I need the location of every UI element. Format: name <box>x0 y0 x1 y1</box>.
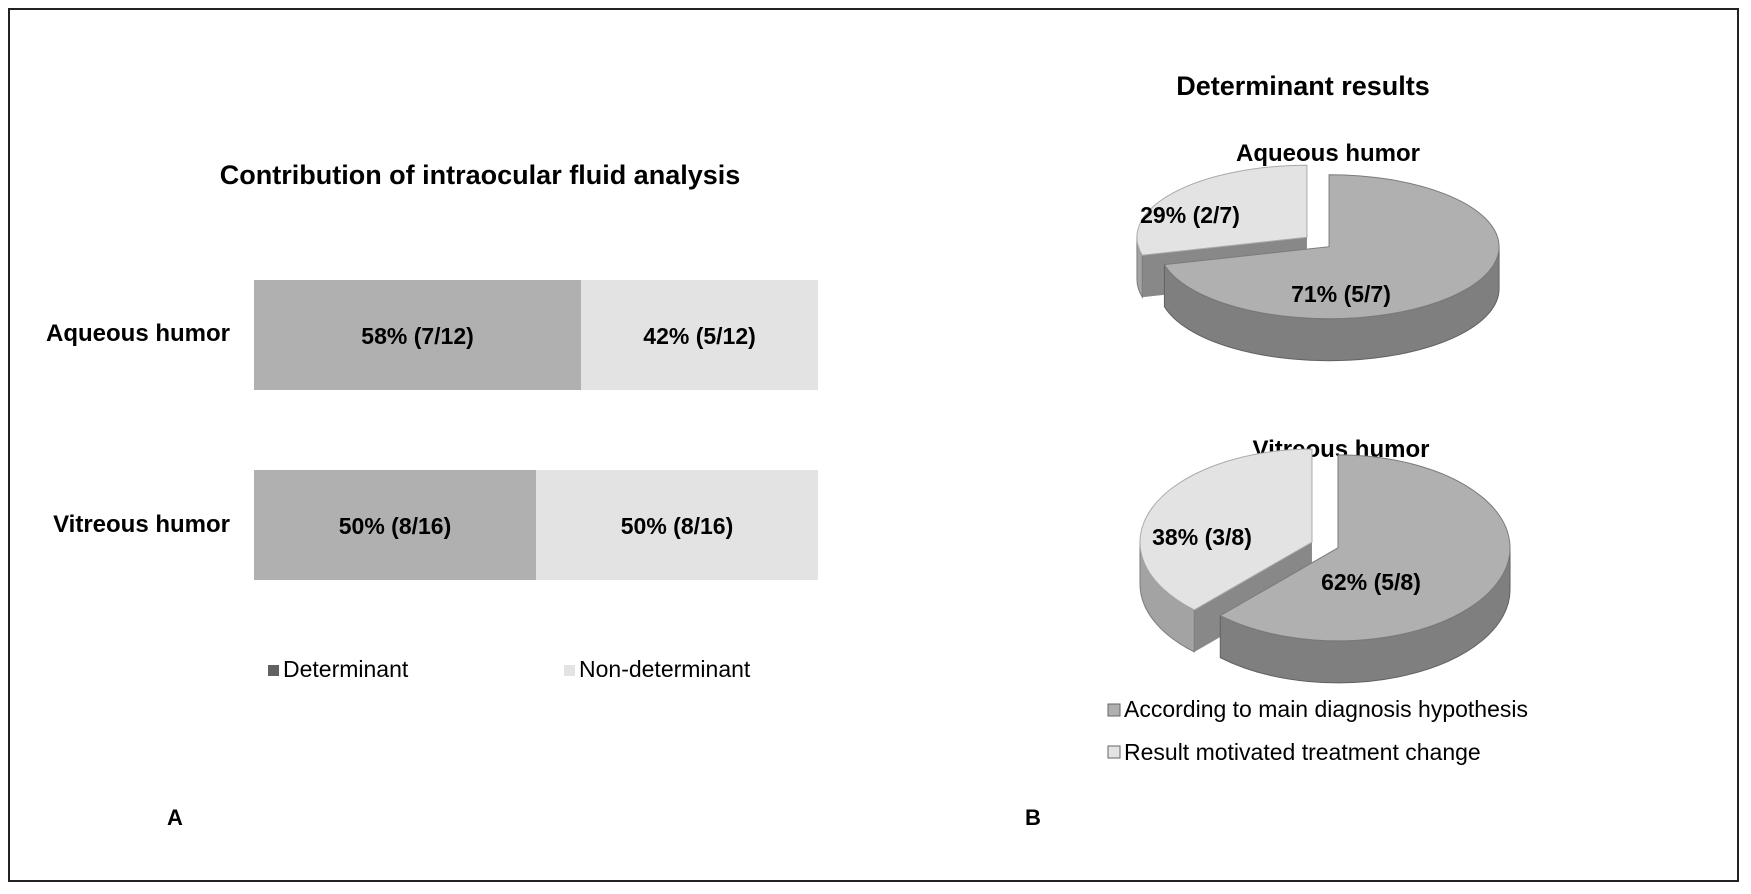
legend-label-treatment-change: Result motivated treatment change <box>1124 739 1481 765</box>
panel-label-a: A <box>167 805 183 830</box>
bar-non-determinant-1 <box>536 470 818 580</box>
pie-label-main: 71% (5/7) <box>1291 281 1391 307</box>
category-label-vitreous: Vitreous humor <box>53 511 230 538</box>
pie-aqueous: 71% (5/7) 29% (2/7) <box>1136 164 1500 362</box>
pie-label-treatment: 29% (2/7) <box>1140 202 1240 228</box>
bar-determinant-1 <box>254 470 536 580</box>
legend-label-determinant: Determinant <box>283 656 409 682</box>
bar-chart-title: Contribution of intraocular fluid analys… <box>220 160 741 190</box>
figure-frame <box>8 8 1739 882</box>
pie-slice-treatment-change <box>1139 448 1313 611</box>
category-label-aqueous: Aqueous humor <box>46 320 230 347</box>
bar-chart: Contribution of intraocular fluid analys… <box>46 160 818 830</box>
legend-label-main-diagnosis: According to main diagnosis hypothesis <box>1124 696 1528 722</box>
pie-slice-main-diagnosis <box>1163 174 1500 320</box>
pie-slice-treatment-change <box>1136 164 1308 256</box>
legend-swatch-determinant <box>268 665 279 676</box>
pie-vitreous: 62% (5/8) 38% (3/8) <box>1139 448 1511 684</box>
pie-charts: Determinant results Aqueous humor 71% (5… <box>1025 71 1528 830</box>
bar-segments: 58% (7/12) 42% (5/12) 50% (8/16) 50% (8/16) <box>254 280 818 580</box>
bar-data-label: 50% (8/16) <box>621 513 734 539</box>
bar-data-label: 42% (5/12) <box>643 323 756 349</box>
panel-label-b: B <box>1025 805 1041 830</box>
bar-data-label: 50% (8/16) <box>339 513 452 539</box>
bar-non-determinant-0 <box>581 280 818 390</box>
pie-super-title: Determinant results <box>1176 71 1430 101</box>
pie-title-aqueous: Aqueous humor <box>1236 140 1420 167</box>
pie-label-treatment: 38% (3/8) <box>1152 524 1252 550</box>
legend-swatch-treatment-change <box>1107 745 1121 759</box>
pie-label-main: 62% (5/8) <box>1321 569 1421 595</box>
bar-data-label: 58% (7/12) <box>361 323 474 349</box>
pie-slice-main-diagnosis <box>1219 454 1511 642</box>
legend-swatch-non-determinant <box>564 665 575 676</box>
bar-determinant-0 <box>254 280 582 390</box>
legend-label-non-determinant: Non-determinant <box>579 656 751 682</box>
legend-swatch-main-diagnosis <box>1107 703 1121 717</box>
